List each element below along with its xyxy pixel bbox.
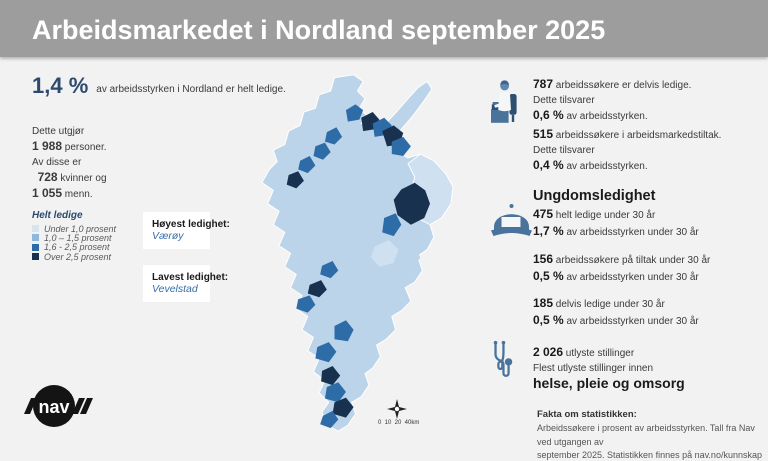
svg-text:nav: nav (38, 397, 69, 417)
